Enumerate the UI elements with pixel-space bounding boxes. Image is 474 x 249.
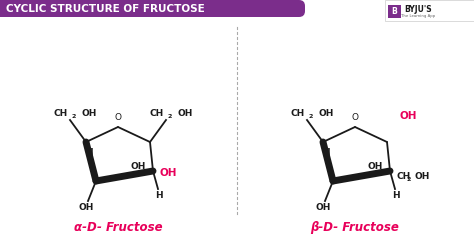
Bar (0, 0, 290, 17)
Text: O: O (352, 113, 358, 122)
Text: The Learning App: The Learning App (401, 13, 435, 17)
Text: OH: OH (415, 172, 430, 181)
Text: OH: OH (78, 202, 94, 211)
Text: O: O (115, 113, 121, 122)
FancyBboxPatch shape (0, 0, 305, 17)
Text: OH: OH (368, 162, 383, 171)
Text: H: H (85, 147, 93, 157)
Text: OH: OH (319, 109, 334, 118)
Text: OH: OH (82, 109, 97, 118)
Text: CYCLIC STRUCTURE OF FRUCTOSE: CYCLIC STRUCTURE OF FRUCTOSE (6, 3, 205, 13)
Text: OH: OH (131, 162, 146, 171)
Text: CH: CH (291, 109, 305, 118)
Text: CH: CH (397, 172, 411, 181)
Text: B: B (392, 7, 397, 16)
Text: OH: OH (160, 168, 177, 178)
Bar (388, 5, 401, 18)
Text: H: H (322, 147, 330, 157)
Text: 2: 2 (407, 177, 411, 182)
Text: α-D- Fructose: α-D- Fructose (73, 221, 162, 234)
Text: CH: CH (54, 109, 68, 118)
Text: H: H (392, 190, 400, 199)
Text: H: H (155, 190, 163, 199)
Text: 2: 2 (168, 114, 172, 119)
Text: 2: 2 (309, 114, 313, 119)
Text: 2: 2 (72, 114, 76, 119)
Text: β-D- Fructose: β-D- Fructose (310, 221, 400, 234)
Bar (385, 0, 474, 21)
Text: CH: CH (150, 109, 164, 118)
Text: BYJU'S: BYJU'S (404, 4, 432, 13)
Text: OH: OH (315, 202, 331, 211)
Text: OH: OH (400, 111, 418, 121)
Text: OH: OH (178, 109, 193, 118)
